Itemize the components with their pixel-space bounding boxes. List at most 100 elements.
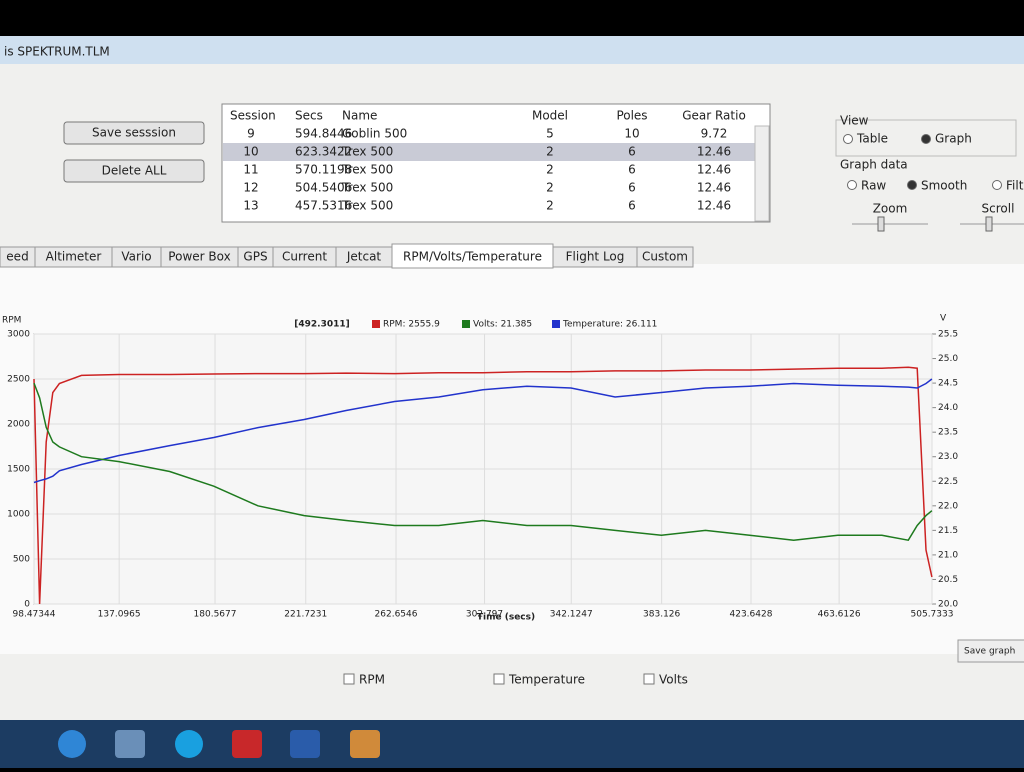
y-tick-label: 1000 — [7, 510, 30, 520]
table-cell[interactable]: Trex 500 — [341, 163, 393, 177]
legend-label: Volts: 21.385 — [473, 320, 532, 330]
radio-label[interactable]: Filter — [1006, 179, 1024, 193]
table-cell[interactable]: 623.3422 — [295, 145, 352, 159]
x-tick-label: 505.7333 — [911, 610, 954, 620]
tab-label[interactable]: Custom — [642, 250, 688, 264]
table-cell[interactable]: 570.1198 — [295, 163, 352, 177]
table-cell[interactable]: 594.8446 — [295, 127, 352, 141]
y-tick-label: 500 — [13, 555, 30, 565]
series-line — [33, 366, 933, 605]
legend-label: Temperature: 26.111 — [562, 320, 657, 330]
radio[interactable] — [992, 180, 1002, 190]
radio[interactable] — [907, 180, 917, 190]
table-cell[interactable]: Trex 500 — [341, 181, 393, 195]
slider-thumb[interactable] — [877, 216, 885, 232]
save-graph-button[interactable] — [957, 639, 1024, 663]
table-cell[interactable]: 11 — [243, 163, 258, 177]
app-icon — [115, 730, 145, 758]
checkbox[interactable] — [493, 673, 505, 685]
table-cell[interactable]: 6 — [628, 163, 636, 177]
y2-tick-label: 23.0 — [938, 452, 958, 462]
table-cell[interactable]: 12.46 — [697, 145, 731, 159]
table-cell[interactable]: 9 — [247, 127, 255, 141]
ie-icon — [58, 730, 86, 758]
table-cell[interactable]: 2 — [546, 163, 554, 177]
tab-label[interactable]: Altimeter — [46, 250, 102, 264]
table-cell[interactable]: 5 — [546, 127, 554, 141]
table-cell[interactable]: 10 — [243, 145, 258, 159]
table-cell[interactable]: 9.72 — [701, 127, 728, 141]
table-cell[interactable]: 12 — [243, 181, 258, 195]
checkbox[interactable] — [343, 673, 355, 685]
table-cell[interactable]: 10 — [624, 127, 639, 141]
table-cell[interactable]: 6 — [628, 181, 636, 195]
table-cell[interactable]: 6 — [628, 145, 636, 159]
session-table — [221, 103, 771, 223]
button[interactable] — [63, 159, 205, 183]
table-cell[interactable]: 13 — [243, 199, 258, 213]
tab-label[interactable]: Jetcat — [346, 250, 382, 264]
checkbox[interactable] — [643, 673, 655, 685]
y-axis-label: RPM — [2, 316, 21, 326]
y2-tick-label: 25.0 — [938, 354, 958, 364]
y2-tick-label: 23.5 — [938, 428, 958, 438]
table-cell[interactable]: 12.46 — [697, 199, 731, 213]
radio-label[interactable]: Graph — [935, 132, 972, 146]
column-header: Name — [342, 109, 377, 123]
tab-label[interactable]: Flight Log — [566, 250, 625, 264]
checkbox-label[interactable]: Temperature — [508, 673, 585, 687]
x-tick-label: 262.6546 — [375, 610, 418, 620]
table-cell[interactable]: 457.5316 — [295, 199, 352, 213]
table-cell[interactable]: Trex 500 — [341, 145, 393, 159]
y2-tick-label: 21.0 — [938, 550, 958, 560]
slider-thumb[interactable] — [985, 216, 993, 232]
checkbox-label[interactable]: Volts — [659, 673, 688, 687]
tab-label[interactable]: RPM/Volts/Temperature — [403, 250, 542, 264]
column-header: Secs — [295, 109, 323, 123]
tab-label[interactable]: GPS — [243, 250, 267, 264]
tab-label[interactable]: Power Box — [168, 250, 230, 264]
table-cell[interactable]: 2 — [546, 145, 554, 159]
table-cell[interactable]: 12.46 — [697, 163, 731, 177]
radio[interactable] — [843, 134, 853, 144]
x-tick-label: 98.47344 — [13, 610, 56, 620]
tab[interactable] — [391, 243, 554, 269]
word-icon — [290, 730, 320, 758]
table-cell[interactable]: 2 — [546, 181, 554, 195]
column-header: Gear Ratio — [682, 109, 746, 123]
tab-label[interactable]: Current — [282, 250, 327, 264]
table-cell[interactable]: 6 — [628, 199, 636, 213]
tab-label[interactable]: eed — [6, 250, 28, 264]
table-cell[interactable]: 12.46 — [697, 181, 731, 195]
y2-tick-label: 24.0 — [938, 403, 958, 413]
y2-tick-label: 20.5 — [938, 575, 958, 585]
checkbox-label[interactable]: RPM — [359, 673, 385, 687]
slider-label: Zoom — [873, 202, 908, 216]
radio-label[interactable]: Smooth — [921, 179, 967, 193]
table-cell[interactable]: 2 — [546, 199, 554, 213]
table-cell[interactable]: Goblin 500 — [342, 127, 407, 141]
slider-label: Scroll — [982, 202, 1015, 216]
radio-label[interactable]: Raw — [861, 179, 886, 193]
x-axis-label: Time (secs) — [477, 613, 535, 623]
radio[interactable] — [921, 134, 931, 144]
x-tick-label: 342.1247 — [550, 610, 593, 620]
skype-icon — [175, 730, 203, 758]
tab-label[interactable]: Vario — [121, 250, 151, 264]
radio-label[interactable]: Table — [856, 132, 888, 146]
table-cell[interactable]: 504.5406 — [295, 181, 352, 195]
button-label[interactable]: Save sesssion — [92, 126, 176, 140]
x-tick-label: 423.6428 — [730, 610, 773, 620]
table-cell[interactable]: Trex 500 — [341, 199, 393, 213]
y2-axis-label: V — [940, 314, 947, 324]
legend-swatch — [372, 320, 380, 328]
group-title: View — [840, 114, 869, 128]
button[interactable] — [63, 121, 205, 145]
chart-app-icon — [350, 730, 380, 758]
button-label[interactable]: Delete ALL — [102, 164, 167, 178]
tab[interactable] — [636, 246, 694, 268]
save-graph-label[interactable]: Save graph — [964, 647, 1015, 657]
series-line — [33, 378, 933, 484]
column-header: Session — [230, 109, 276, 123]
radio[interactable] — [847, 180, 857, 190]
